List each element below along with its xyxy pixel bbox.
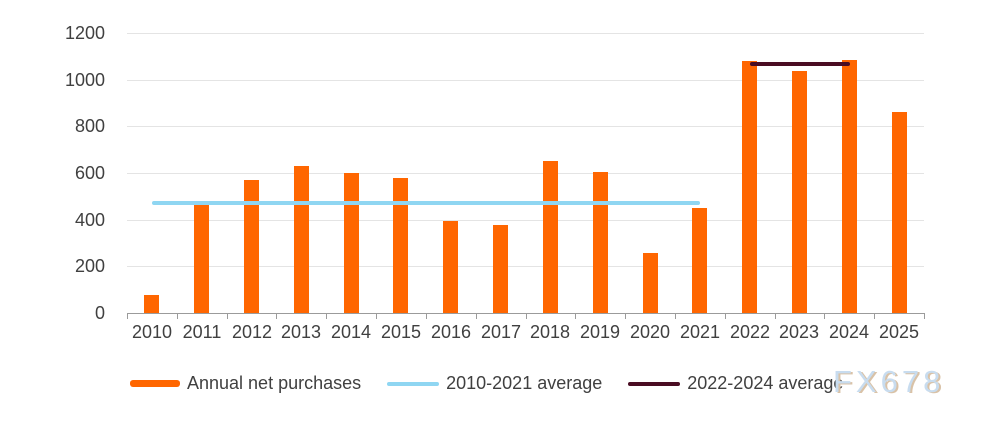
average-line-2022-2024 [750, 62, 850, 66]
x-axis-tick [376, 313, 377, 319]
x-tick-label-2023: 2023 [778, 322, 820, 342]
x-axis-tick [824, 313, 825, 319]
x-tick-label-2010: 2010 [131, 322, 173, 342]
x-axis-tick [725, 313, 726, 319]
x-tick-label-2022: 2022 [729, 322, 771, 342]
line-swatch-icon [387, 381, 440, 386]
bar-2019 [593, 172, 608, 313]
y-tick-label-400: 400 [74, 209, 105, 230]
bar-2017 [493, 225, 508, 313]
x-tick-label-2018: 2018 [529, 322, 571, 342]
x-tick-label-2021: 2021 [679, 322, 721, 342]
x-axis-tick [476, 313, 477, 319]
bar-2013 [294, 166, 309, 313]
gridline-1000 [127, 80, 924, 81]
legend-label-2010-2021-average: 2010-2021 average [446, 373, 603, 393]
bar-2015 [393, 178, 408, 313]
y-tick-label-1000: 1000 [64, 69, 105, 90]
legend-item-2022-2024-average: 2022-2024 average [628, 373, 843, 394]
x-axis-tick [575, 313, 576, 319]
bar-2021 [692, 208, 707, 313]
x-axis-tick [177, 313, 178, 319]
bar-2022 [742, 61, 757, 313]
x-axis-tick [924, 313, 925, 319]
y-tick-label-200: 200 [74, 256, 105, 277]
bar-2011 [194, 204, 209, 313]
legend: Annual net purchases 2010-2021 average 2… [130, 373, 843, 394]
x-tick-label-2016: 2016 [430, 322, 472, 342]
gridline-200 [127, 266, 924, 267]
x-axis-tick [276, 313, 277, 319]
x-tick-label-2015: 2015 [380, 322, 422, 342]
x-axis-tick [775, 313, 776, 319]
legend-label-2022-2024-average: 2022-2024 average [687, 373, 844, 393]
gridline-1200 [127, 33, 924, 34]
x-axis-tick [675, 313, 676, 319]
watermark: FX678 [833, 364, 945, 399]
x-axis-tick [874, 313, 875, 319]
x-tick-label-2014: 2014 [330, 322, 372, 342]
x-axis-tick [526, 313, 527, 319]
x-tick-label-2017: 2017 [480, 322, 522, 342]
x-axis-tick [127, 313, 128, 319]
x-axis-tick [227, 313, 228, 319]
bar-2014 [344, 173, 359, 313]
plot-area [127, 33, 924, 313]
x-tick-label-2025: 2025 [878, 322, 920, 342]
bar-2023 [792, 71, 807, 313]
y-tick-label-800: 800 [74, 116, 105, 137]
gridline-600 [127, 173, 924, 174]
legend-item-2010-2021-average: 2010-2021 average [387, 373, 602, 394]
bar-2012 [244, 180, 259, 313]
bar-2020 [643, 253, 658, 313]
x-tick-label-2011: 2011 [182, 322, 222, 342]
x-tick-label-2013: 2013 [280, 322, 322, 342]
bar-2024 [842, 60, 857, 313]
gridline-400 [127, 220, 924, 221]
x-axis-tick [326, 313, 327, 319]
x-tick-label-2012: 2012 [231, 322, 273, 342]
x-tick-label-2019: 2019 [579, 322, 621, 342]
gridline-800 [127, 126, 924, 127]
legend-item-annual-net-purchases: Annual net purchases [130, 373, 361, 394]
bar-2010 [144, 295, 159, 313]
bar-2016 [443, 221, 458, 313]
y-tick-label-1200: 1200 [64, 23, 105, 43]
bar-2025 [892, 112, 907, 313]
y-tick-label-0: 0 [94, 303, 105, 323]
average-line-2010-2021 [152, 201, 700, 205]
legend-label-annual-net-purchases: Annual net purchases [187, 373, 362, 393]
line-swatch-icon [628, 381, 681, 386]
bar-2018 [543, 161, 558, 313]
x-axis-tick [426, 313, 427, 319]
x-tick-label-2020: 2020 [629, 322, 671, 342]
x-axis-tick [625, 313, 626, 319]
bar-swatch-icon [130, 380, 180, 387]
x-tick-label-2024: 2024 [828, 322, 870, 342]
y-tick-label-600: 600 [74, 163, 105, 183]
